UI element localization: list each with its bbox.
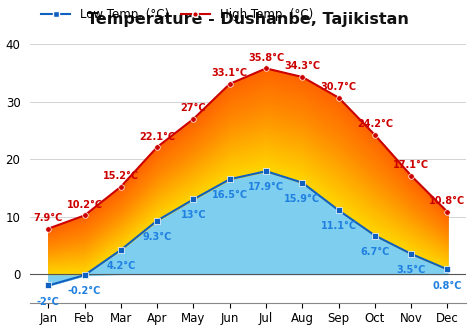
Text: 15.9°C: 15.9°C xyxy=(284,194,320,204)
Text: 35.8°C: 35.8°C xyxy=(248,53,284,63)
Text: 17.1°C: 17.1°C xyxy=(393,160,429,170)
Text: 7.9°C: 7.9°C xyxy=(34,213,63,223)
Text: 17.9°C: 17.9°C xyxy=(248,182,284,192)
Text: 11.1°C: 11.1°C xyxy=(320,221,356,231)
Text: 4.2°C: 4.2°C xyxy=(106,261,136,271)
Text: 10.8°C: 10.8°C xyxy=(429,196,465,207)
Text: 9.3°C: 9.3°C xyxy=(143,232,172,242)
Text: 16.5°C: 16.5°C xyxy=(212,190,248,200)
Text: 34.3°C: 34.3°C xyxy=(284,62,320,71)
Text: 15.2°C: 15.2°C xyxy=(103,171,139,181)
Text: 33.1°C: 33.1°C xyxy=(212,68,248,78)
Text: 0.8°C: 0.8°C xyxy=(433,280,462,291)
Text: 10.2°C: 10.2°C xyxy=(66,200,103,210)
Text: 27°C: 27°C xyxy=(181,103,206,114)
Text: 6.7°C: 6.7°C xyxy=(360,247,390,257)
Text: 24.2°C: 24.2°C xyxy=(357,119,393,129)
Text: 30.7°C: 30.7°C xyxy=(320,82,356,92)
Text: -0.2°C: -0.2°C xyxy=(68,286,101,296)
Title: Temperature - Dushanbe, Tajikistan: Temperature - Dushanbe, Tajikistan xyxy=(87,13,409,27)
Text: 13°C: 13°C xyxy=(181,211,206,220)
Text: 22.1°C: 22.1°C xyxy=(139,131,175,142)
Text: 3.5°C: 3.5°C xyxy=(397,265,426,275)
Text: -2°C: -2°C xyxy=(37,297,60,307)
Legend: Low Temp. (°C), High Temp. (°C): Low Temp. (°C), High Temp. (°C) xyxy=(36,4,318,26)
